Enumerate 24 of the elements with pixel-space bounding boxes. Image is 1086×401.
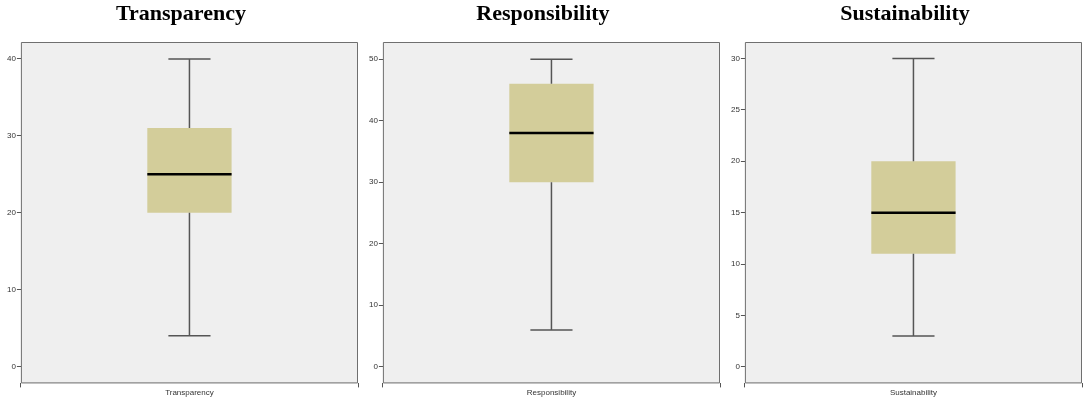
y-tick-label: 0 [373, 361, 379, 371]
y-tick-label: 25 [730, 105, 741, 115]
y-tick-label: 20 [368, 238, 379, 248]
y-tick-label: 0 [735, 362, 741, 372]
y-tick-label: 30 [6, 131, 17, 141]
y-tick-label: 10 [730, 259, 741, 269]
y-tick-label: 10 [368, 300, 379, 310]
y-tick-label: 15 [730, 207, 741, 217]
x-tick-label: Responsibility [475, 0, 611, 27]
y-tick-label: 20 [730, 156, 741, 166]
text: Responsibility [526, 388, 577, 398]
y-tick-label: 30 [730, 53, 741, 63]
x-tick-label: Transparency [115, 0, 247, 27]
text: Transparency [165, 388, 214, 398]
x-tick-label: Sustainability [839, 0, 971, 27]
y-tick-label: 40 [6, 54, 17, 64]
y-tick-label: 0 [11, 361, 17, 371]
y-tick-label: 5 [735, 310, 741, 320]
y-tick-label: 30 [368, 177, 379, 187]
y-tick-label: 50 [368, 54, 379, 64]
y-tick-label: 10 [6, 284, 17, 294]
text: Sustainability [889, 388, 938, 398]
y-tick-label: 20 [6, 207, 17, 217]
y-tick-label: 40 [368, 115, 379, 125]
